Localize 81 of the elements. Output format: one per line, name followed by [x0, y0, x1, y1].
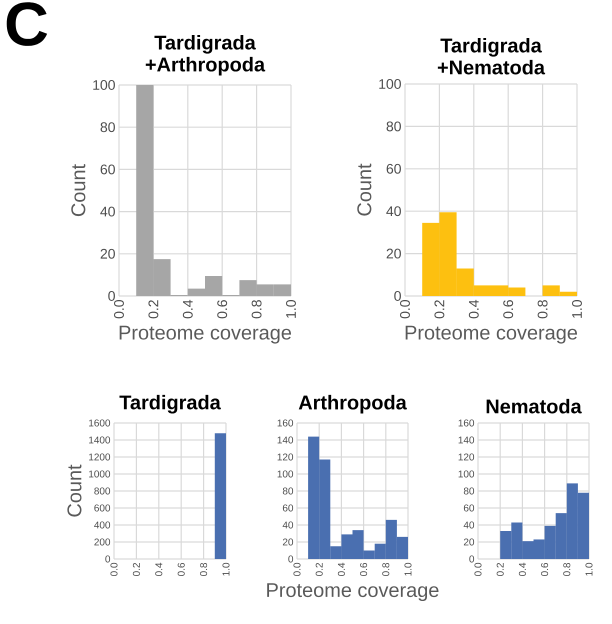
y-tick-label: 0 — [105, 555, 110, 563]
y-tick-label: 20 — [100, 248, 116, 259]
y-tick-label: 0 — [469, 555, 474, 563]
x-tick-label: 1.0 — [586, 562, 593, 576]
y-tick-label: 160 — [278, 419, 294, 427]
x-tick-label: 0.2 — [132, 563, 140, 576]
y-tick-label: 600 — [94, 504, 110, 512]
x-tick-label: 1.0 — [286, 300, 296, 318]
x-tick-label: 0.4 — [182, 300, 193, 318]
x-tick-label: 1.0 — [222, 562, 230, 576]
x-tick-label: 0.2 — [496, 563, 504, 576]
x-tick-label: 1.0 — [572, 300, 582, 318]
y-tick-label: 1200 — [89, 453, 110, 461]
x-tick-label: 0.2 — [316, 563, 323, 576]
y-axis-title: Count — [71, 164, 86, 216]
y-tick-label: 60 — [464, 504, 474, 512]
y-tick-label: 0 — [394, 291, 402, 301]
chart-title: Arthropoda — [298, 394, 407, 414]
x-tick-label: 0.2 — [434, 300, 444, 318]
x-tick-label: 0.0 — [474, 562, 482, 576]
y-axis-title: Count — [357, 164, 372, 216]
x-tick-label: 0.8 — [200, 562, 208, 576]
y-tick-label: 40 — [282, 521, 294, 529]
x-tick-label: 0.4 — [338, 562, 346, 576]
y-tick-label: 40 — [464, 521, 474, 529]
chart-title: Tardigrada — [120, 394, 221, 414]
x-tick-label: 0.4 — [155, 562, 162, 576]
y-tick-label: 80 — [464, 487, 474, 495]
x-tick-label: 0.6 — [178, 562, 185, 576]
y-tick-label: 20 — [282, 538, 294, 546]
y-axis-title: Count — [67, 464, 82, 517]
y-tick-label: 80 — [100, 122, 116, 132]
chart-title: Tardigrada +Arthropoda — [146, 35, 266, 76]
x-tick-label: 0.8 — [382, 562, 390, 576]
x-axis-title: Proteome coverage — [267, 583, 439, 602]
y-tick-label: 1000 — [89, 470, 110, 478]
y-tick-label: 100 — [458, 470, 474, 478]
x-tick-label: 0.0 — [294, 562, 301, 576]
y-tick-label: 100 — [278, 470, 294, 478]
chart-title: Nematoda — [486, 398, 582, 414]
y-tick-label: 80 — [386, 121, 402, 132]
y-tick-label: 1400 — [89, 436, 110, 444]
text: C — [6, 2, 48, 46]
x-tick-label: 0.6 — [360, 562, 368, 576]
x-tick-label: 0.8 — [563, 562, 570, 576]
y-tick-label: 60 — [282, 504, 294, 512]
y-tick-label: 100 — [379, 79, 402, 89]
y-tick-label: 20 — [386, 248, 402, 259]
x-axis-title: Proteome coverage — [406, 326, 578, 344]
y-tick-label: 400 — [94, 521, 110, 529]
x-axis-title: Proteome coverage — [120, 326, 292, 344]
y-tick-label: 200 — [94, 538, 110, 546]
y-tick-label: 60 — [386, 164, 402, 174]
x-tick-label: 0.0 — [400, 300, 410, 318]
y-tick-label: 100 — [93, 80, 116, 90]
x-tick-label: 0.0 — [114, 300, 124, 318]
chart-title: Tardigrada +Nematoda — [438, 38, 546, 74]
y-tick-label: 60 — [100, 164, 116, 174]
y-tick-label: 120 — [458, 453, 474, 461]
y-tick-label: 0 — [108, 291, 116, 301]
x-tick-label: 0.4 — [468, 300, 479, 318]
y-tick-label: 800 — [94, 487, 110, 495]
x-tick-label: 0.2 — [148, 300, 158, 318]
y-tick-label: 160 — [458, 419, 474, 427]
y-tick-label: 80 — [282, 487, 294, 495]
y-tick-label: 40 — [386, 206, 402, 216]
x-tick-label: 0.4 — [518, 562, 526, 576]
x-tick-label: 0.0 — [110, 562, 118, 576]
y-tick-label: 120 — [278, 453, 294, 461]
y-tick-label: 140 — [458, 436, 474, 444]
y-tick-label: 0 — [288, 555, 294, 563]
y-tick-label: 140 — [278, 436, 294, 444]
y-tick-label: 40 — [100, 206, 116, 217]
x-tick-label: 0.6 — [217, 300, 228, 318]
x-tick-label: 0.6 — [503, 300, 514, 318]
x-tick-label: 0.6 — [541, 562, 548, 576]
x-tick-label: 0.8 — [252, 300, 262, 318]
x-tick-label: 1.0 — [404, 562, 412, 576]
y-tick-label: 1600 — [89, 419, 110, 427]
y-tick-label: 20 — [464, 538, 474, 546]
x-tick-label: 0.8 — [538, 300, 548, 318]
